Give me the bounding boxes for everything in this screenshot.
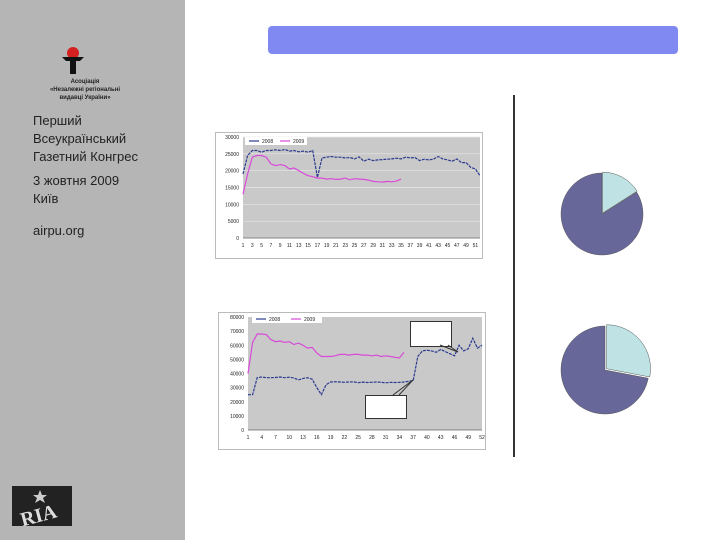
legend xyxy=(245,137,307,145)
x-tick-label: 41 xyxy=(426,243,432,249)
org-name-line: Асоціація xyxy=(70,79,100,85)
x-tick-label: 7 xyxy=(269,243,272,249)
x-tick-label: 16 xyxy=(314,435,320,441)
x-tick-label: 31 xyxy=(380,243,386,249)
x-tick-label: 47 xyxy=(454,243,460,249)
y-tick-label: 80000 xyxy=(230,315,244,321)
x-tick-label: 11 xyxy=(287,243,292,249)
legend-label: 2009 xyxy=(293,139,304,145)
x-tick-label: 43 xyxy=(438,435,444,441)
y-tick-label: 5000 xyxy=(228,219,239,225)
x-tick-label: 10 xyxy=(287,435,293,441)
legend xyxy=(252,315,322,323)
legend-label: 2009 xyxy=(304,317,315,323)
y-tick-label: 60000 xyxy=(230,343,244,349)
y-tick-label: 30000 xyxy=(225,135,239,141)
x-tick-label: 29 xyxy=(370,243,376,249)
pie-chart-bottom-svg xyxy=(560,324,651,415)
event-title-line: Газетний Конгрес xyxy=(33,149,138,164)
sidebar: Асоціація «Незалежні регіональні видавці… xyxy=(0,0,185,540)
pie-slice-main xyxy=(560,325,649,415)
y-tick-label: 30000 xyxy=(230,386,244,392)
x-tick-label: 39 xyxy=(417,243,423,249)
x-tick-label: 23 xyxy=(342,243,348,249)
event-title: Перший Всеукраїнський Газетний Конгрес xyxy=(33,112,138,166)
x-tick-label: 35 xyxy=(398,243,404,249)
y-tick-label: 10000 xyxy=(230,414,244,420)
x-tick-label: 9 xyxy=(279,243,282,249)
line-chart-top: 30000 25000 20000 15000 10000 5000 0 1 3 5 7 9 11 13 1… xyxy=(215,132,483,259)
event-title-line: Перший xyxy=(33,113,82,128)
y-tick-label: 10000 xyxy=(225,202,239,208)
pie-chart-bottom xyxy=(560,322,654,416)
x-tick-label: 51 xyxy=(473,243,479,249)
event-city: Київ xyxy=(33,191,59,206)
org-name-line: «Незалежні регіональні xyxy=(49,87,121,93)
x-tick-label: 49 xyxy=(465,435,471,441)
x-tick-label: 33 xyxy=(389,243,395,249)
x-tick-label: 40 xyxy=(424,435,430,441)
divider-line xyxy=(513,95,515,457)
series-line-2009 xyxy=(242,154,402,195)
x-tick-label: 46 xyxy=(452,435,458,441)
x-tick-label: 31 xyxy=(383,435,389,441)
legend-label: 2008 xyxy=(262,139,273,145)
x-tick-label: 45 xyxy=(445,243,451,249)
x-tick-label: 19 xyxy=(324,243,330,249)
x-tick-label: 37 xyxy=(408,243,414,249)
y-tick-label: 0 xyxy=(236,236,239,242)
ria-logo-icon: RIA xyxy=(12,486,72,526)
x-tick-label: 5 xyxy=(260,243,263,249)
x-tick-label: 7 xyxy=(274,435,277,441)
x-tick-label: 22 xyxy=(342,435,348,441)
x-tick-label: 1 xyxy=(247,435,250,441)
org-name-line: видавці України» xyxy=(59,95,111,101)
x-tick-label: 27 xyxy=(361,243,367,249)
y-tick-label: 50000 xyxy=(230,357,244,363)
y-tick-label: 70000 xyxy=(230,329,244,335)
x-tick-label: 19 xyxy=(328,435,334,441)
website-link[interactable]: airpu.org xyxy=(33,223,85,238)
callout-box-bottom xyxy=(365,395,407,419)
x-tick-label: 3 xyxy=(251,243,254,249)
x-tick-label: 52 xyxy=(479,435,485,441)
series-line-2009 xyxy=(247,333,405,374)
event-title-line: Всеукраїнський xyxy=(33,131,127,146)
x-tick-label: 43 xyxy=(435,243,441,249)
y-tick-label: 25000 xyxy=(225,152,239,158)
association-logo-icon xyxy=(62,47,84,74)
y-tick-label: 40000 xyxy=(230,372,244,378)
org-name: Асоціація «Незалежні регіональні видавці… xyxy=(30,78,140,102)
pie-chart-top-svg xyxy=(560,171,644,256)
pie-slice-main xyxy=(560,172,644,256)
event-date-line: 3 жовтня 2009 xyxy=(33,173,120,188)
x-tick-label: 28 xyxy=(369,435,375,441)
y-tick-label: 20000 xyxy=(225,169,239,175)
x-tick-label: 17 xyxy=(315,243,321,249)
legend-label: 2008 xyxy=(269,317,280,323)
y-tick-label: 20000 xyxy=(230,400,244,406)
pie-slice-minor xyxy=(602,171,638,214)
x-tick-label: 21 xyxy=(333,243,339,249)
pie-slice-minor xyxy=(606,324,651,378)
callout-box-top xyxy=(410,321,452,347)
x-tick-label: 25 xyxy=(352,243,358,249)
series-line-2008 xyxy=(242,148,481,178)
x-tick-label: 37 xyxy=(410,435,416,441)
pie-chart-top xyxy=(560,170,646,260)
x-tick-label: 1 xyxy=(242,243,245,249)
x-tick-label: 34 xyxy=(397,435,403,441)
x-tick-label: 4 xyxy=(260,435,263,441)
x-tick-label: 13 xyxy=(300,435,306,441)
x-tick-label: 13 xyxy=(296,243,302,249)
y-tick-label: 15000 xyxy=(225,186,239,192)
x-tick-label: 49 xyxy=(463,243,469,249)
event-date: 3 жовтня 2009 Київ xyxy=(33,172,119,208)
x-tick-label: 25 xyxy=(355,435,361,441)
y-tick-label: 0 xyxy=(241,428,244,434)
slide-title-bar xyxy=(268,26,678,54)
x-tick-label: 15 xyxy=(305,243,311,249)
